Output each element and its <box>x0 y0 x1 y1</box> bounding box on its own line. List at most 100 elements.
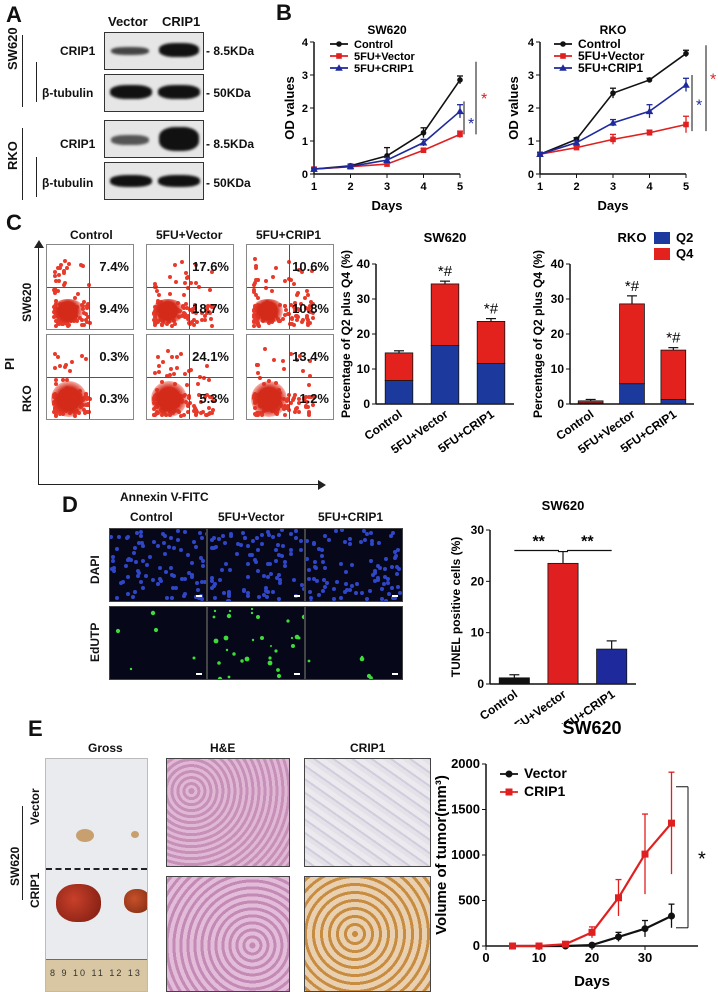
legend-label: 5FU+CRIP1 <box>578 61 643 75</box>
y-tick-label: 0 <box>473 938 480 953</box>
blot-size: 8.5KDa <box>213 44 255 58</box>
facs-events <box>47 335 49 337</box>
legend-swatch <box>654 248 670 260</box>
facs-plot: 24.1% 5.3% <box>146 334 234 420</box>
blot-band <box>111 135 149 145</box>
facs-plot: 10.6% 10.8% <box>246 244 334 330</box>
quadrant-line <box>247 377 333 378</box>
facs-percent-q4: 1.2% <box>299 391 329 406</box>
quadrant-line <box>247 287 333 288</box>
blot-band <box>159 127 199 151</box>
blot-bracket-sw620 <box>22 35 23 107</box>
x-tick-label: 10 <box>532 950 546 965</box>
data-point <box>615 933 622 941</box>
bar <box>660 349 687 400</box>
data-point <box>383 156 391 163</box>
chart-c-rko: RKO 0 10 20 30 40 Percentage of Q2 plus Q4 (%)… <box>531 230 694 457</box>
bar <box>577 400 604 404</box>
blot-band <box>110 175 152 187</box>
facs-row-sw620: SW620 <box>20 282 34 322</box>
x-tick-label: 4 <box>646 181 653 193</box>
data-point <box>346 162 355 170</box>
chart-e-tumor-volume: SW620 0 500 1000 1500 2000 0 10 20 30 Days Volume o… <box>433 718 706 990</box>
data-point <box>505 770 513 778</box>
blot-band <box>111 47 149 55</box>
legend-label: Control <box>578 37 621 51</box>
sig-mark: ** <box>532 534 545 551</box>
facs-x-axis-arrow <box>38 484 320 485</box>
legend-label: Control <box>354 39 393 51</box>
blot-cellline-rko: RKO <box>5 141 20 170</box>
positive-cells <box>110 607 112 609</box>
dapi-image <box>305 528 403 602</box>
histo-column-he: H&E <box>210 741 236 755</box>
scale-bar <box>294 595 300 597</box>
blot-label-crip1: CRIP1 <box>60 137 96 151</box>
facs-y-arrowhead-icon <box>34 240 44 248</box>
x-tick-label: 3 <box>610 181 616 193</box>
y-tick-label: 3 <box>528 70 534 82</box>
histo-cellline-sw620: SW620 <box>8 846 22 886</box>
y-tick-label: 20 <box>357 327 371 341</box>
data-point <box>559 64 567 71</box>
scale-bar <box>392 673 398 675</box>
y-tick-label: 0 <box>528 169 534 181</box>
annotation-mark: *# <box>484 301 499 318</box>
y-tick-label: 1 <box>302 136 308 148</box>
bar <box>430 283 460 346</box>
blot-band <box>158 85 200 99</box>
x-tick-label: 1 <box>537 181 543 193</box>
y-tick-label: 2 <box>528 103 534 115</box>
data-point <box>588 941 596 949</box>
data-point <box>646 129 653 136</box>
blot-column-vector: Vector <box>108 14 148 29</box>
facs-percent-q2: 13.4% <box>292 349 329 364</box>
bar <box>384 380 414 405</box>
panel-d-letter: D <box>62 492 78 517</box>
blot-row-divider <box>36 62 37 102</box>
blot-size-marker: - 50KDa <box>206 86 251 100</box>
legend-swatch <box>654 232 670 244</box>
ihc-crip1-image <box>304 876 431 992</box>
edutp-image <box>109 606 207 680</box>
blot-cellline-sw620: SW620 <box>5 27 20 70</box>
y-tick-label: 40 <box>551 257 565 271</box>
data-point <box>562 940 569 948</box>
data-point <box>572 138 581 146</box>
data-point <box>384 161 390 167</box>
blot-column-crip1: CRIP1 <box>162 14 201 29</box>
sig-mark: * <box>696 98 702 115</box>
y-tick-label: 20 <box>471 574 485 588</box>
chart-title: SW620 <box>562 718 621 738</box>
facs-x-axis-label: Annexin V-FITC <box>120 490 209 504</box>
bar <box>476 362 506 405</box>
facs-x-arrowhead-icon <box>318 480 326 490</box>
y-tick-label: 500 <box>458 893 480 908</box>
facs-percent-q4: 9.4% <box>99 301 129 316</box>
blot-image <box>104 74 204 112</box>
panel-a-letter: A <box>6 2 22 27</box>
blot-size: 50KDa <box>213 86 251 100</box>
y-tick-label: 0 <box>302 169 308 181</box>
y-axis-label: Volume of tumor(mm³) <box>433 775 450 935</box>
facs-population <box>151 381 187 417</box>
sig-mark: * <box>698 848 706 870</box>
micro-column-crip1: 5FU+CRIP1 <box>318 510 384 524</box>
ruler-numbers: 8 9 10 11 12 13 <box>50 968 142 978</box>
blot-band <box>110 85 152 99</box>
he-vector-image <box>166 758 290 867</box>
data-point <box>646 77 653 83</box>
legend-label: Vector <box>524 765 567 781</box>
sig-mark: * <box>481 91 487 108</box>
data-point <box>456 107 464 115</box>
y-tick-label: 3 <box>302 70 308 82</box>
histo-column-gross: Gross <box>88 741 123 755</box>
y-tick-label: 1 <box>528 136 534 148</box>
x-tick-label: 5 <box>457 181 463 193</box>
x-axis-label: Days <box>371 198 402 213</box>
ruler: 8 9 10 11 12 13 <box>46 959 147 991</box>
data-point <box>645 107 654 115</box>
annotation-mark: *# <box>625 278 640 295</box>
facs-plot: 13.4% 1.2% <box>246 334 334 420</box>
